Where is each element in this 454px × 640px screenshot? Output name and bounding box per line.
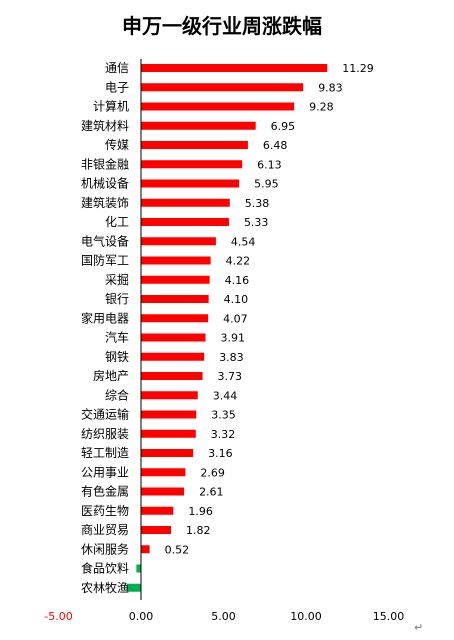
- x-tick-label: 10.00: [290, 610, 322, 623]
- category-label: 交通运输: [81, 407, 129, 422]
- bar: [141, 545, 150, 554]
- value-label: 6.13: [257, 158, 282, 171]
- x-tick-label: 5.00: [211, 610, 236, 623]
- value-label: 1.96: [188, 505, 213, 518]
- value-label: 6.95: [271, 120, 296, 133]
- bar: [141, 506, 174, 515]
- category-label: 非银金融: [81, 156, 129, 171]
- category-label: 建筑材料: [81, 118, 129, 133]
- value-label: 3.32: [211, 428, 236, 441]
- bar: [141, 179, 240, 188]
- category-label: 商业贸易: [81, 522, 129, 537]
- value-label: 11.29: [342, 62, 374, 75]
- bar: [141, 102, 295, 111]
- value-label: 0.52: [165, 543, 190, 556]
- bar: [126, 583, 141, 592]
- category-label: 计算机: [93, 99, 129, 114]
- value-label: 3.83: [219, 351, 244, 364]
- bar: [141, 275, 210, 284]
- bar: [141, 295, 209, 303]
- category-label: 农林牧渔: [81, 581, 129, 595]
- bar: [141, 372, 203, 380]
- value-label: 2.61: [199, 486, 224, 499]
- value-label: 1.82: [186, 524, 211, 537]
- category-label: 公用事业: [81, 465, 129, 479]
- category-label: 休闲服务: [81, 541, 129, 556]
- value-label: 2.69: [200, 466, 225, 479]
- value-label: 4.10: [224, 293, 249, 306]
- value-label: 3.73: [218, 370, 243, 383]
- value-label: 9.83: [318, 81, 343, 94]
- category-label: 建筑装饰: [81, 195, 129, 210]
- chart-title: 申万一级行业周涨跌幅: [122, 14, 322, 38]
- category-label: 采掘: [105, 272, 129, 287]
- bar: [141, 121, 256, 130]
- category-label: 国防军工: [81, 253, 129, 268]
- bar: [141, 410, 197, 419]
- category-label: 传媒: [105, 137, 129, 152]
- bar: [141, 526, 172, 534]
- bar: [141, 160, 243, 169]
- bar: [136, 564, 141, 573]
- bar: [141, 468, 186, 477]
- value-label: 5.95: [254, 178, 278, 191]
- bar: [141, 429, 196, 438]
- x-tick-label: 0.00: [129, 610, 154, 623]
- category-label: 电子: [105, 80, 129, 94]
- bars-group: [126, 64, 328, 592]
- value-label: 4.22: [226, 255, 251, 268]
- bar: [141, 449, 194, 457]
- value-label: 5.38: [245, 197, 270, 210]
- category-label: 通信: [105, 61, 129, 75]
- value-label: 4.16: [225, 274, 250, 287]
- bar: [141, 391, 198, 400]
- category-label: 汽车: [105, 330, 129, 345]
- value-label: 9.28: [309, 101, 334, 114]
- category-label: 综合: [105, 387, 129, 402]
- value-labels: 11.29 9.83 9.28 6.95 6.48 6.13 5.95 5.38 5.33 4.5…: [165, 62, 374, 556]
- value-label: 5.33: [244, 216, 269, 229]
- x-tick-labels: -5.00 0.00 5.00 10.00 15.00: [44, 610, 404, 623]
- category-label: 机械设备: [81, 176, 129, 191]
- category-label: 纺织服装: [81, 427, 129, 441]
- bar: [141, 314, 209, 323]
- value-label: 3.35: [211, 409, 236, 422]
- bar: [141, 237, 216, 246]
- category-label: 电气设备: [81, 233, 129, 248]
- category-label: 轻工制造: [81, 446, 129, 460]
- category-label: 食品饮料: [81, 561, 129, 576]
- category-label: 钢铁: [105, 350, 129, 364]
- bar: [141, 198, 230, 207]
- value-label: 3.44: [213, 389, 238, 402]
- value-label: 4.07: [223, 312, 248, 325]
- category-labels: 通信电子计算机建筑材料传媒非银金融机械设备建筑装饰化工电气设备国防军工采掘银行家…: [81, 61, 129, 595]
- bar: [141, 83, 304, 92]
- x-tick-label: -5.00: [44, 610, 72, 623]
- bar: [141, 333, 206, 342]
- bar: [141, 256, 211, 265]
- value-label: 3.16: [208, 447, 233, 460]
- value-label: 3.91: [221, 332, 246, 345]
- value-label: 6.48: [263, 139, 288, 152]
- category-label: 银行: [105, 292, 129, 306]
- category-label: 房地产: [93, 368, 129, 383]
- x-tick-label: 15.00: [373, 610, 405, 623]
- category-label: 家用电器: [81, 310, 129, 325]
- category-label: 医药生物: [81, 504, 129, 518]
- bar: [141, 141, 248, 149]
- bar: [141, 218, 229, 226]
- category-label: 有色金属: [81, 484, 129, 499]
- bar: [141, 487, 185, 496]
- bar: [141, 64, 328, 72]
- return-mark: ↵: [414, 621, 424, 634]
- value-label: 4.54: [231, 235, 256, 248]
- category-label: 化工: [105, 215, 129, 229]
- bar: [141, 352, 205, 361]
